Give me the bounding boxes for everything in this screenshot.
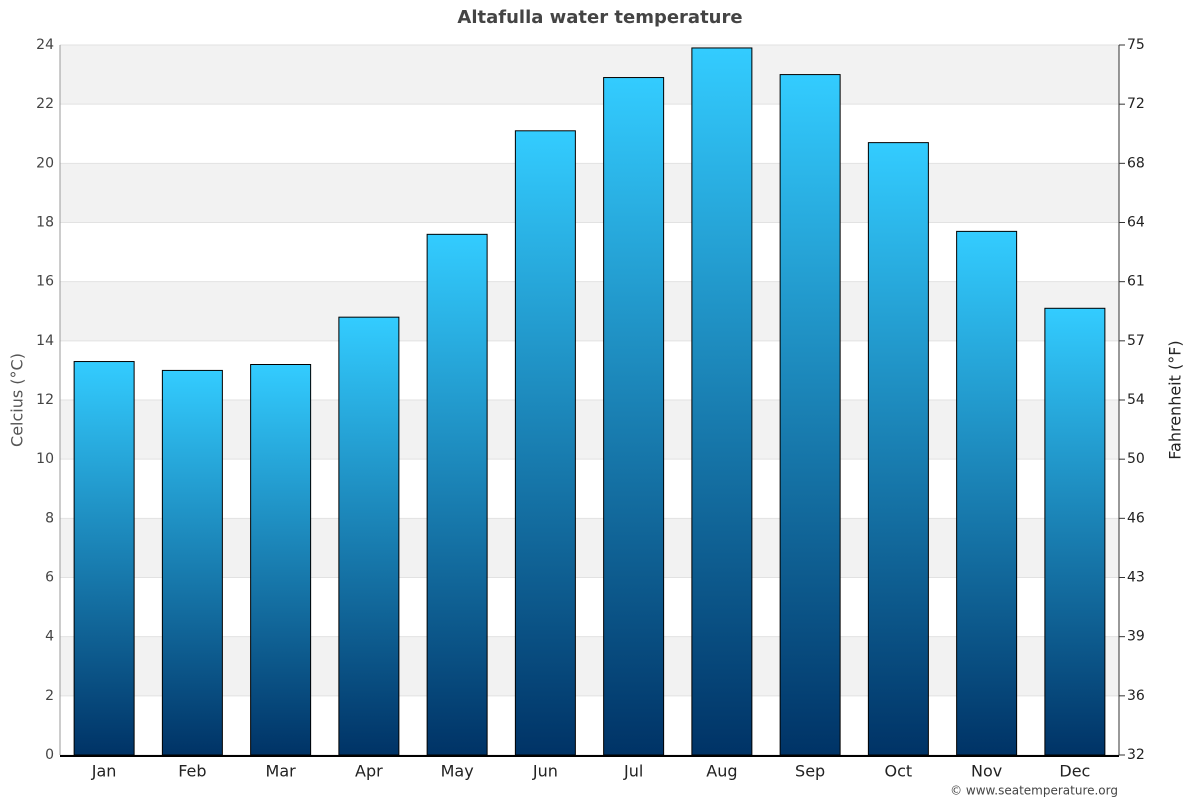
y-tick-label: 18 [36,215,54,231]
y2-tick-label: 50 [1127,451,1145,467]
bar [514,130,576,756]
x-tick-label: Jan [91,762,117,781]
x-tick-label: Mar [266,762,297,781]
y-tick-label: 22 [36,96,54,112]
grid-band [60,518,1119,578]
x-tick-label: May [441,762,474,781]
grid-band [60,163,1119,223]
grid-band [60,400,1119,460]
y-tick-label: 6 [45,570,54,586]
y2-axis-label: Fahrenheit (°F) [1166,340,1185,459]
x-tick-label: Jul [623,762,643,781]
bar [426,233,488,756]
x-tick-label: Nov [971,762,1002,781]
x-tick-label: Dec [1059,762,1090,781]
y-tick-label: 14 [36,333,54,349]
y-tick-label: 12 [36,392,54,408]
y2-tick-label: 75 [1127,37,1145,53]
y-tick-label: 10 [36,451,54,467]
bar [73,361,135,756]
bar [250,364,312,756]
y2-tick-label: 32 [1127,747,1145,763]
bar [338,316,400,756]
bar [161,369,223,756]
chart-title: Altafulla water temperature [457,7,742,28]
y-tick-label: 24 [36,37,54,53]
x-tick-label: Feb [178,762,206,781]
y-tick-label: 8 [45,510,54,526]
bar [779,74,841,756]
bar [1044,307,1106,756]
y2-tick-label: 61 [1127,274,1145,290]
bar [956,230,1018,756]
y2-tick-label: 68 [1127,155,1145,171]
y-axis-label: Celcius (°C) [8,353,27,447]
y-tick-label: 20 [36,155,54,171]
y2-tick-label: 54 [1127,392,1145,408]
x-tick-label: Apr [355,762,383,781]
y2-tick-label: 36 [1127,688,1145,704]
y-tick-label: 4 [45,629,54,645]
y2-tick-label: 64 [1127,215,1145,231]
grid-band [60,281,1119,341]
grid-band [60,636,1119,696]
x-tick-label: Sep [795,762,825,781]
source-note: © www.seatemperature.org [950,784,1118,798]
x-tick-label: Oct [885,762,913,781]
y2-tick-label: 39 [1127,629,1145,645]
y2-tick-label: 57 [1127,333,1145,349]
bar [603,77,665,756]
y2-tick-label: 43 [1127,570,1145,586]
y2-tick-label: 46 [1127,510,1145,526]
grid-band [60,45,1119,105]
x-tick-label: Jun [532,762,558,781]
y2-tick-label: 72 [1127,96,1145,112]
y-tick-label: 0 [45,747,54,763]
y-tick-label: 16 [36,274,54,290]
bar [867,142,929,756]
bar [691,47,753,756]
y-tick-label: 2 [45,688,54,704]
x-tick-label: Aug [706,762,737,781]
